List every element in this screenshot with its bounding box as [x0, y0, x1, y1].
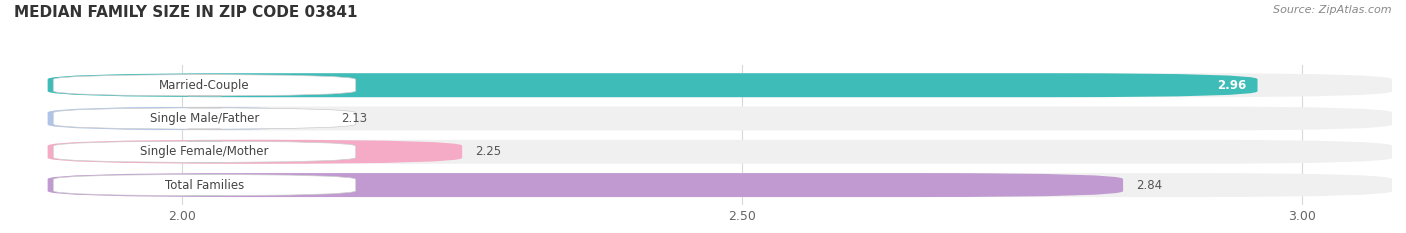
Text: MEDIAN FAMILY SIZE IN ZIP CODE 03841: MEDIAN FAMILY SIZE IN ZIP CODE 03841: [14, 5, 357, 20]
Text: Married-Couple: Married-Couple: [159, 79, 250, 92]
Text: Single Female/Mother: Single Female/Mother: [141, 145, 269, 158]
FancyBboxPatch shape: [48, 140, 1392, 164]
FancyBboxPatch shape: [48, 173, 1392, 197]
FancyBboxPatch shape: [53, 75, 356, 96]
Text: Single Male/Father: Single Male/Father: [150, 112, 259, 125]
Text: 2.25: 2.25: [475, 145, 502, 158]
FancyBboxPatch shape: [48, 140, 463, 164]
FancyBboxPatch shape: [53, 108, 356, 129]
Text: Source: ZipAtlas.com: Source: ZipAtlas.com: [1274, 5, 1392, 15]
FancyBboxPatch shape: [53, 141, 356, 162]
Text: 2.84: 2.84: [1136, 178, 1163, 192]
FancyBboxPatch shape: [48, 173, 1123, 197]
Text: Total Families: Total Families: [165, 178, 245, 192]
Text: 2.96: 2.96: [1218, 79, 1246, 92]
FancyBboxPatch shape: [48, 73, 1392, 97]
FancyBboxPatch shape: [48, 106, 1392, 130]
Text: 2.13: 2.13: [342, 112, 367, 125]
FancyBboxPatch shape: [53, 175, 356, 196]
FancyBboxPatch shape: [48, 106, 328, 130]
FancyBboxPatch shape: [48, 73, 1257, 97]
